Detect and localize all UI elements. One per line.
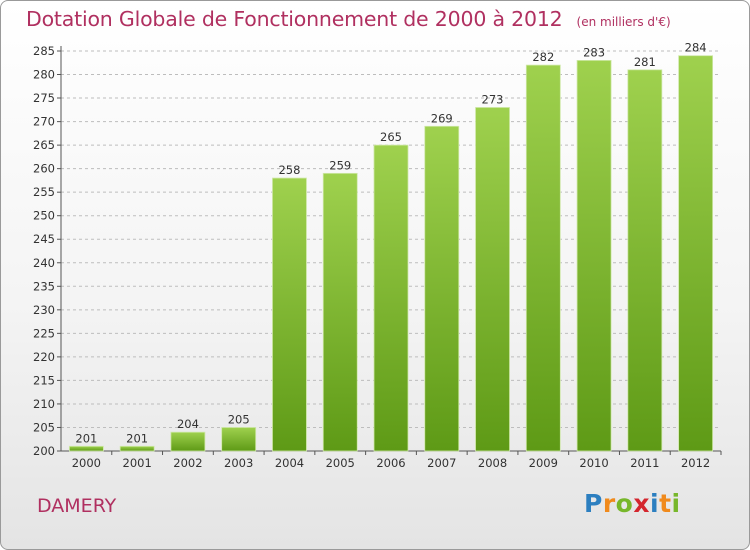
value-label-2007: 269 bbox=[431, 111, 453, 125]
bar-2005 bbox=[322, 172, 358, 452]
y-tick-label: 210 bbox=[33, 397, 55, 411]
bar-2010 bbox=[576, 60, 612, 452]
x-tick-label-2002: 2002 bbox=[173, 456, 202, 470]
logo-letter: o bbox=[615, 489, 634, 518]
x-tick-label-2004: 2004 bbox=[275, 456, 304, 470]
bar-2000 bbox=[68, 445, 104, 452]
x-tick-label-2011: 2011 bbox=[630, 456, 659, 470]
x-tick-label-2000: 2000 bbox=[72, 456, 101, 470]
value-label-2000: 201 bbox=[75, 431, 97, 445]
value-label-2008: 273 bbox=[482, 92, 504, 106]
x-tick-label-2010: 2010 bbox=[579, 456, 608, 470]
bar-2003 bbox=[221, 427, 257, 452]
bar-2011 bbox=[627, 69, 663, 452]
y-tick-label: 270 bbox=[33, 115, 55, 129]
y-tick-label: 280 bbox=[33, 68, 55, 82]
y-tick-label: 235 bbox=[33, 279, 55, 293]
title-text: Dotation Globale de Fonctionnement de 20… bbox=[26, 7, 563, 31]
value-label-2009: 282 bbox=[532, 50, 554, 64]
y-tick-label: 285 bbox=[33, 44, 55, 58]
bar-2009 bbox=[525, 64, 561, 452]
bar-2007 bbox=[424, 125, 460, 452]
value-label-2011: 281 bbox=[634, 55, 656, 69]
value-label-2012: 284 bbox=[685, 41, 707, 55]
y-tick-label: 230 bbox=[33, 303, 55, 317]
y-tick-label: 260 bbox=[33, 162, 55, 176]
y-tick-label: 245 bbox=[33, 232, 55, 246]
commune-name: DAMERY bbox=[37, 495, 117, 517]
y-tick-label: 205 bbox=[33, 420, 55, 434]
proxiti-logo: Proxiti bbox=[584, 489, 681, 518]
x-tick-label-2003: 2003 bbox=[224, 456, 253, 470]
x-tick-label-2006: 2006 bbox=[376, 456, 405, 470]
logo-letter: r bbox=[602, 489, 616, 518]
logo-letter: x bbox=[633, 489, 650, 518]
y-tick-label: 250 bbox=[33, 209, 55, 223]
bar-2008 bbox=[475, 107, 510, 452]
y-tick-label: 240 bbox=[33, 256, 55, 270]
x-tick-label-2008: 2008 bbox=[478, 456, 507, 470]
value-label-2001: 201 bbox=[126, 431, 148, 445]
logo-letter: i bbox=[650, 489, 660, 518]
y-tick-label: 225 bbox=[33, 326, 55, 340]
x-tick-label-2012: 2012 bbox=[681, 456, 710, 470]
y-tick-label: 215 bbox=[33, 373, 55, 387]
bar-2006 bbox=[373, 144, 409, 452]
x-tick-label-2009: 2009 bbox=[529, 456, 558, 470]
bar-2002 bbox=[170, 431, 206, 452]
value-label-2002: 204 bbox=[177, 417, 199, 431]
unit-label: (en milliers d'€) bbox=[576, 15, 671, 29]
value-label-2004: 258 bbox=[278, 163, 300, 177]
bar-2001 bbox=[119, 445, 155, 452]
value-label-2003: 205 bbox=[228, 412, 250, 426]
y-tick-label: 200 bbox=[33, 444, 55, 458]
bar-2004 bbox=[272, 177, 307, 452]
logo-letter: P bbox=[584, 489, 603, 518]
x-tick-label-2007: 2007 bbox=[427, 456, 456, 470]
logo-letter: i bbox=[671, 489, 681, 518]
bar-2012 bbox=[678, 55, 714, 452]
logo-letter: t bbox=[659, 489, 672, 518]
y-tick-label: 255 bbox=[33, 185, 55, 199]
y-tick-label: 220 bbox=[33, 350, 55, 364]
x-tick-label-2001: 2001 bbox=[123, 456, 152, 470]
value-label-2010: 283 bbox=[583, 45, 605, 59]
chart-title: Dotation Globale de Fonctionnement de 20… bbox=[26, 7, 671, 31]
value-label-2005: 259 bbox=[329, 158, 351, 172]
y-tick-label: 275 bbox=[33, 91, 55, 105]
x-tick-label-2005: 2005 bbox=[326, 456, 355, 470]
y-tick-label: 265 bbox=[33, 138, 55, 152]
value-label-2006: 265 bbox=[380, 130, 402, 144]
